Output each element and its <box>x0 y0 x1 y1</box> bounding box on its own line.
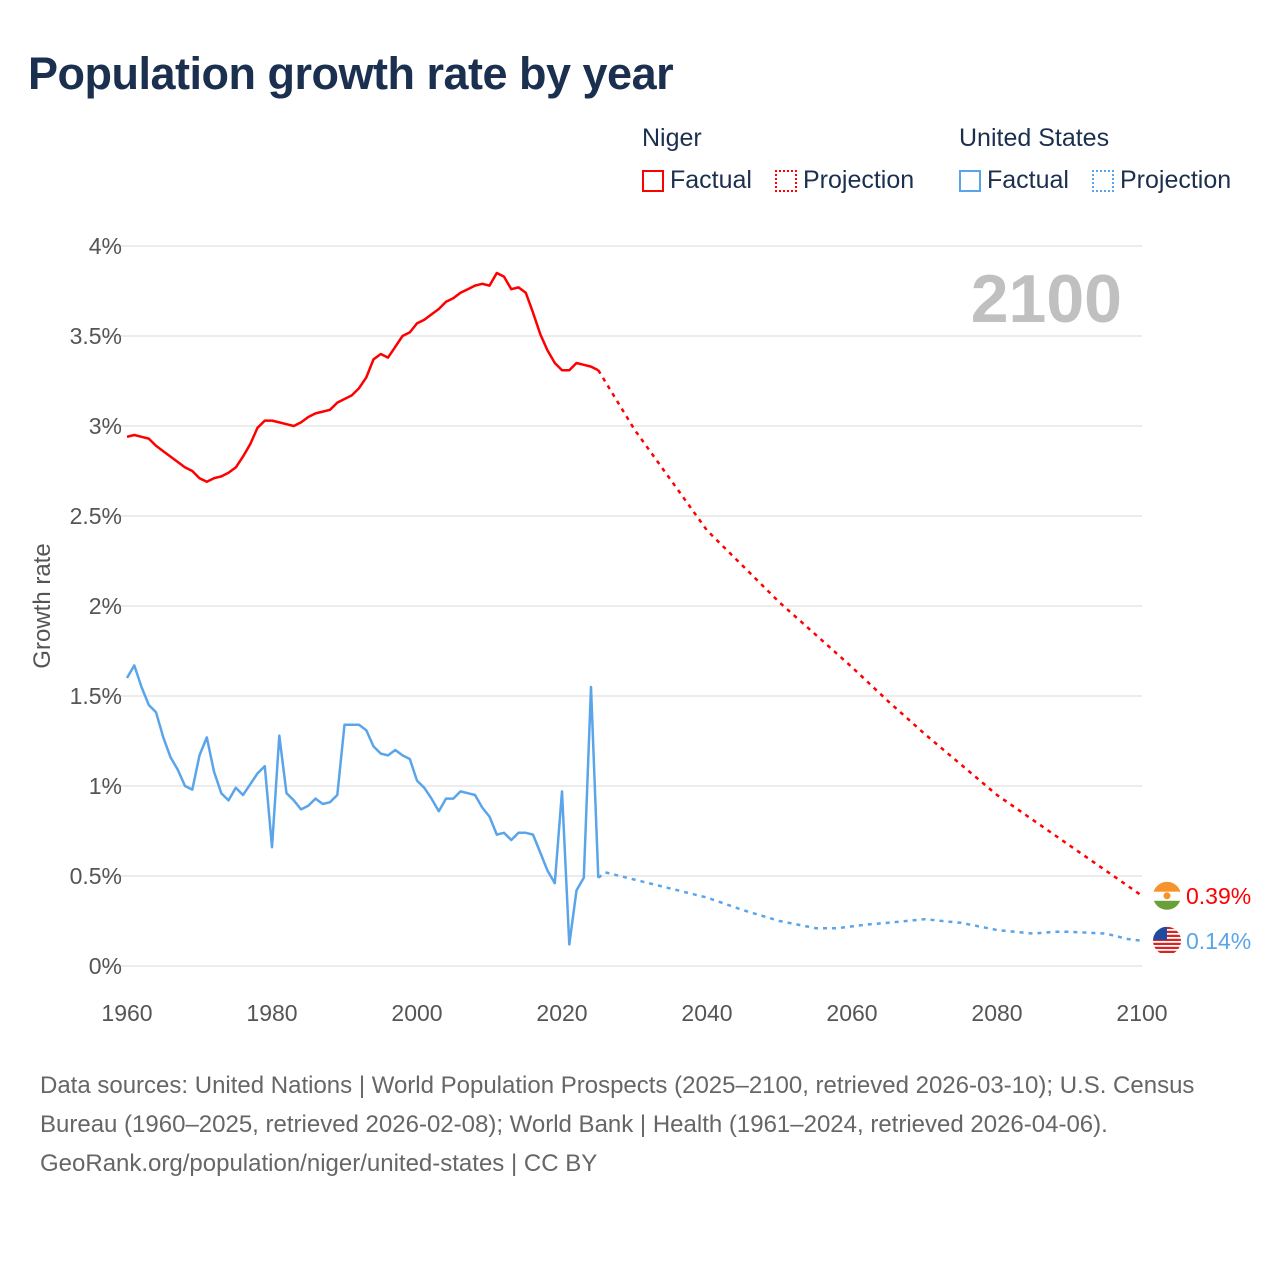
credit-link[interactable]: GeoRank.org/population/niger/united-stat… <box>40 1150 598 1177</box>
x-tick-label: 2080 <box>971 1000 1022 1026</box>
flag-sun <box>1163 892 1171 900</box>
x-tick-label: 2040 <box>681 1000 732 1026</box>
legend-niger-projection[interactable]: Projection <box>775 166 914 195</box>
flag-stripe <box>1153 881 1181 892</box>
y-tick-label: 1.5% <box>70 683 122 709</box>
y-tick-label: 1% <box>89 773 122 799</box>
x-tick-label: 2000 <box>391 1000 442 1026</box>
x-tick-label: 2020 <box>536 1000 587 1026</box>
flag-stripe <box>1153 946 1181 949</box>
y-tick-label: 3.5% <box>70 323 122 349</box>
x-tick-label: 1960 <box>101 1000 152 1026</box>
flag-stripe <box>1153 942 1181 945</box>
y-tick-label: 4% <box>89 233 122 259</box>
legend-label: Projection <box>803 166 915 194</box>
niger-factual-line <box>126 271 599 484</box>
y-tick-label: 2.5% <box>70 503 122 529</box>
legend-label: Factual <box>670 166 752 194</box>
flag-canton <box>1153 926 1167 940</box>
legend-niger-factual[interactable]: Factual <box>642 166 752 195</box>
flag-stripe <box>1153 900 1181 910</box>
legend-us-factual[interactable]: Factual <box>959 166 1069 195</box>
legend-us-projection[interactable]: Projection <box>1092 166 1231 195</box>
data-sources: Data sources: United Nations | World Pop… <box>40 1072 1195 1138</box>
y-axis-label: Growth rate <box>29 543 56 668</box>
legend-label: Factual <box>987 166 1069 194</box>
y-tick-label: 2% <box>89 593 122 619</box>
niger-end-label: 0.39% <box>1186 883 1251 909</box>
solid-swatch-icon <box>642 169 664 192</box>
y-tick-label: 0% <box>89 953 122 979</box>
niger-projection-line <box>597 369 1143 897</box>
y-tick-label: 3% <box>89 413 122 439</box>
line-chart: 0% 0.5% 1% 1.5% 2% 2.5% 3% 3.5% 4% 1960 1980 2000 20… <box>29 233 1251 1026</box>
legend-group-united-states: United States <box>959 124 1110 152</box>
x-tick-label: 2100 <box>1116 1000 1167 1026</box>
united-states-factual-line <box>125 664 600 946</box>
x-tick-label: 1980 <box>246 1000 297 1026</box>
flag-body <box>1153 926 1181 953</box>
year-indicator: 2100 <box>971 261 1122 337</box>
legend-group-niger: Niger <box>642 124 702 152</box>
united-states-end-label: 0.14% <box>1186 928 1251 954</box>
legend-label: Projection <box>1120 166 1232 194</box>
footer: Data sources: United Nations | World Pop… <box>40 1066 1230 1183</box>
flag-stripe <box>1153 950 1181 953</box>
dotted-swatch-icon <box>775 169 797 192</box>
solid-swatch-icon <box>959 169 981 192</box>
flag-stripe <box>1153 938 1181 941</box>
united-states-projection-line <box>597 871 1143 943</box>
x-tick-label: 2060 <box>826 1000 877 1026</box>
flag-body <box>1153 881 1181 910</box>
y-tick-label: 0.5% <box>70 863 122 889</box>
niger-flag-icon <box>1153 881 1181 910</box>
united-states-flag-icon <box>1153 926 1181 953</box>
dotted-swatch-icon <box>1092 169 1114 192</box>
page-title: Population growth rate by year <box>28 48 674 99</box>
